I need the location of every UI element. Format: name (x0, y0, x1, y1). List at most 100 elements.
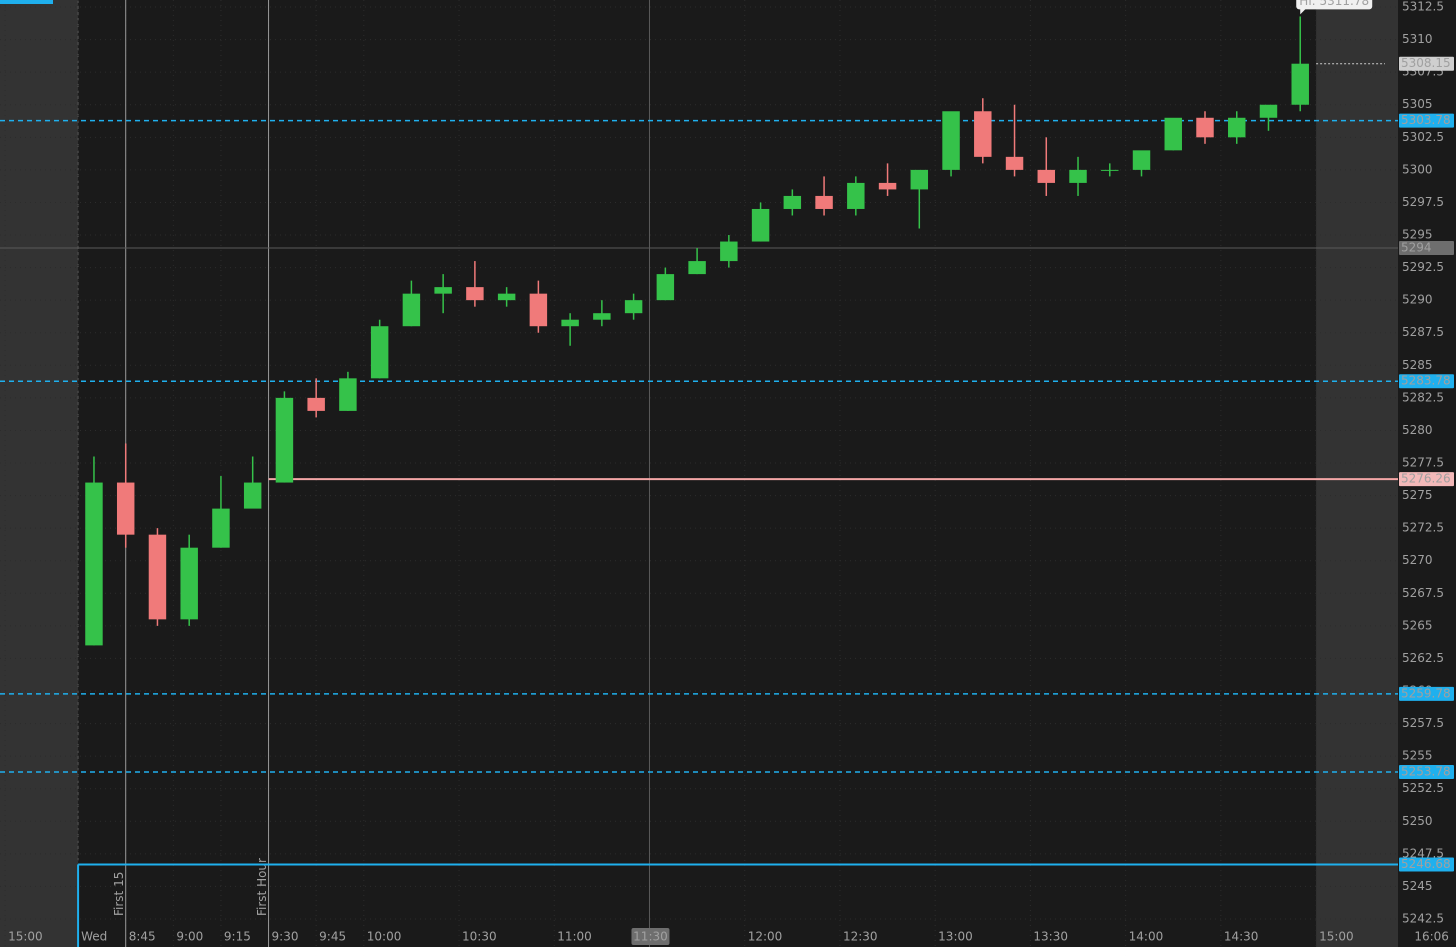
y-tick-label: 5242.5 (1402, 911, 1444, 925)
candle-body (783, 195, 802, 209)
y-tick-label: 5255 (1402, 749, 1433, 763)
post-session (1316, 0, 1398, 947)
crosshair-y-label: 5294 (1401, 241, 1432, 255)
x-tick-label: 14:00 (1129, 930, 1164, 944)
candle-body (561, 319, 579, 327)
level-label: 5276.26 (1401, 472, 1451, 486)
y-tick-label: 5277.5 (1402, 456, 1444, 470)
corner-tab (0, 0, 53, 4)
y-tick-label: 5265 (1402, 618, 1433, 632)
candle-body (497, 293, 516, 301)
y-tick-label: 5272.5 (1402, 521, 1444, 535)
x-tick-label: Wed (81, 930, 107, 944)
x-tick-label: 9:00 (176, 930, 203, 944)
candle-body (180, 547, 198, 620)
level-label: 5253.78 (1401, 765, 1451, 779)
candle-body (148, 534, 167, 620)
level-label-box (1399, 374, 1454, 389)
y-tick-label: 5285 (1402, 358, 1433, 372)
x-tick-label: 11:00 (557, 930, 592, 944)
candle-body (85, 482, 103, 646)
x-tick-label: 9:15 (224, 930, 251, 944)
candle-body (1069, 169, 1087, 183)
candle-body (910, 169, 929, 190)
level-label-box (1399, 113, 1454, 128)
candle-body (275, 397, 294, 483)
x-tick-label: 12:30 (843, 930, 878, 944)
level-label-box (1399, 686, 1454, 701)
crosshair-x-box (631, 928, 670, 945)
candle-body (466, 287, 484, 301)
candle-body (1228, 117, 1246, 138)
candle-body (688, 261, 706, 275)
candle-body (815, 195, 833, 209)
candle-body (339, 378, 357, 411)
candle-body (593, 313, 611, 320)
y-tick-label: 5275 (1402, 488, 1433, 502)
level-label-box (1399, 765, 1454, 780)
level-label: 5283.78 (1401, 374, 1451, 388)
high-label-box (1296, 0, 1373, 10)
y-tick-label: 5302.5 (1402, 130, 1444, 144)
level-label-box (1399, 857, 1454, 872)
candle-body (1132, 150, 1151, 170)
candle-body (529, 293, 548, 327)
y-tick-label: 5300 (1402, 162, 1433, 176)
x-tick-label: 9:45 (319, 930, 346, 944)
x-tick-label: 16:06 (1414, 930, 1449, 944)
x-tick-label: 13:00 (938, 930, 973, 944)
y-tick-label: 5297.5 (1402, 195, 1444, 209)
candle-body (1259, 104, 1278, 118)
candle-body (847, 182, 865, 209)
candle-body (212, 508, 230, 548)
marker-label: First Hour (255, 858, 269, 916)
candle-body (434, 287, 452, 294)
candle-body (1101, 169, 1119, 171)
last-price-label-box (1399, 56, 1454, 71)
candle-body (878, 182, 897, 190)
y-tick-label: 5267.5 (1402, 586, 1444, 600)
y-tick-label: 5262.5 (1402, 651, 1444, 665)
level-label: 5246.68 (1401, 857, 1451, 871)
candle-body (751, 208, 770, 242)
candle-body (370, 326, 389, 379)
candle-body (307, 397, 325, 411)
candle-body (624, 300, 643, 314)
candle-body (656, 274, 675, 301)
y-tick-label: 5270 (1402, 553, 1433, 567)
level-label: 5259.78 (1401, 686, 1451, 700)
candle-body (116, 482, 135, 535)
y-tick-label: 5295 (1402, 228, 1433, 242)
y-tick-label: 5292.5 (1402, 260, 1444, 274)
y-tick-label: 5312.5 (1402, 0, 1444, 14)
last-price-label: 5308.15 (1401, 56, 1451, 70)
y-tick-label: 5250 (1402, 814, 1433, 828)
x-tick-label: 8:45 (129, 930, 156, 944)
x-tick-label: 10:00 (367, 930, 402, 944)
x-tick-label: 14:30 (1224, 930, 1259, 944)
pre-session (0, 0, 79, 947)
candle-body (974, 111, 992, 157)
y-tick-label: 5247.5 (1402, 846, 1444, 860)
y-tick-label: 5305 (1402, 97, 1433, 111)
x-tick-label: 13:30 (1033, 930, 1068, 944)
level-label: 5303.78 (1401, 113, 1451, 127)
candle-body (1196, 117, 1214, 138)
x-tick-label: 9:30 (272, 930, 299, 944)
y-tick-label: 5290 (1402, 293, 1433, 307)
y-tick-label: 5310 (1402, 32, 1433, 46)
candle-body (1005, 156, 1024, 170)
y-tick-label: 5287.5 (1402, 325, 1444, 339)
candle-body (243, 482, 262, 509)
candle-body (1291, 63, 1309, 105)
level-label-box (1399, 472, 1454, 487)
marker-label: First 15 (112, 872, 126, 916)
y-tick-label: 5280 (1402, 423, 1433, 437)
y-tick-label: 5282.5 (1402, 390, 1444, 404)
high-label: Hi: 5311.78 (1299, 0, 1369, 8)
y-tick-label: 5252.5 (1402, 781, 1444, 795)
crosshair-x-label: 11:30 (633, 930, 668, 944)
